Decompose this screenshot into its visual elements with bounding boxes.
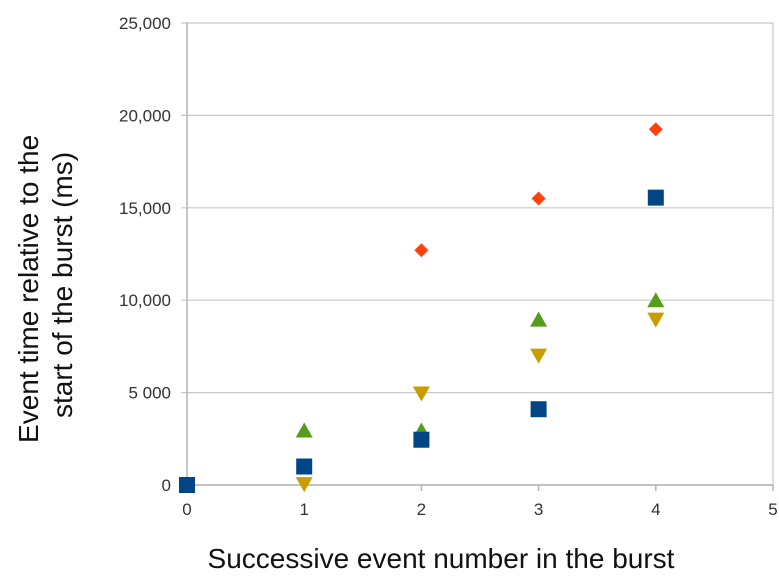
- data-point-square: [530, 401, 547, 418]
- y-tick-label: 10,000: [119, 291, 171, 310]
- y-tick-label: 5 000: [128, 384, 171, 403]
- data-point-diamond: [531, 191, 546, 206]
- data-point-triangle-down: [412, 386, 430, 402]
- y-tick-labels: 0 5 000 10,000 15,000 20,000 25,000: [119, 14, 171, 495]
- y-axis-title: Event time relative to the start of the …: [13, 127, 78, 443]
- y-axis-title-line-1: Event time relative to the: [13, 135, 44, 443]
- y-tick-label: 20,000: [119, 106, 171, 125]
- data-points: [179, 122, 665, 493]
- data-point-diamond: [648, 122, 663, 137]
- data-point-triangle-down: [530, 348, 548, 364]
- x-tick-label: 0: [182, 500, 191, 519]
- axes: [181, 23, 774, 491]
- data-point-triangle-down: [647, 312, 665, 328]
- x-tick-label: 4: [651, 500, 660, 519]
- y-tick-label: 0: [162, 476, 171, 495]
- grid-lines: [181, 22, 774, 486]
- y-tick-label: 15,000: [119, 199, 171, 218]
- y-tick-label: 25,000: [119, 14, 171, 33]
- data-point-square: [179, 477, 195, 493]
- data-point-triangle-down: [295, 477, 313, 493]
- x-axis-title: Successive event number in the burst: [208, 543, 675, 574]
- data-point-square: [413, 431, 430, 448]
- data-point-triangle-up: [295, 422, 313, 438]
- y-axis-title-line-2: start of the burst (ms): [47, 152, 78, 418]
- x-tick-label: 2: [417, 500, 426, 519]
- x-tick-label: 5: [768, 500, 777, 519]
- data-point-diamond: [414, 243, 429, 258]
- data-point-square: [296, 458, 313, 475]
- data-point-square: [647, 189, 664, 206]
- x-tick-labels: 0 1 2 3 4 5: [182, 500, 777, 519]
- data-point-triangle-up: [647, 292, 665, 308]
- x-tick-label: 3: [534, 500, 543, 519]
- x-tick-label: 1: [299, 500, 308, 519]
- data-point-triangle-up: [530, 311, 548, 327]
